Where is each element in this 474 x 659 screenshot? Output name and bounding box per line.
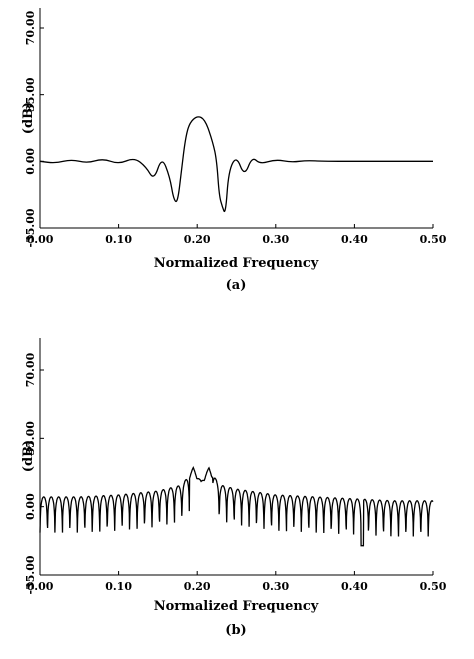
y-tick-label: 0.00 xyxy=(24,148,37,175)
y-tick-label: 35.00 xyxy=(24,421,37,456)
x-tick-label: 0.30 xyxy=(262,580,289,593)
panel-a-y-label: (dB) xyxy=(21,102,36,134)
x-tick-label: 0.10 xyxy=(105,233,132,246)
panel-b-y-ticks: -35.00 0.00 35.00 70.00 xyxy=(24,352,44,595)
panel-a-x-ticks: 0.00 0.10 0.20 0.30 0.40 0.50 xyxy=(27,224,447,246)
panel-b-x-label: Normalized Frequency xyxy=(154,599,319,614)
panel-a-series-line xyxy=(39,116,433,213)
x-tick-label: 0.50 xyxy=(420,580,447,593)
x-tick-label: 0.20 xyxy=(184,233,211,246)
panel-a-x-label: Normalized Frequency xyxy=(154,256,319,271)
x-tick-label: 0.10 xyxy=(105,580,132,593)
x-tick-label: 0.00 xyxy=(27,580,54,593)
x-tick-label: 0.20 xyxy=(184,580,211,593)
panel-a-y-ticks: -35.00 0.00 35.00 70.00 xyxy=(24,10,44,248)
panel-b-series-line xyxy=(39,466,434,547)
x-tick-label: 0.40 xyxy=(341,233,368,246)
y-tick-label: 0.00 xyxy=(24,493,37,520)
x-tick-label: 0.00 xyxy=(27,233,54,246)
y-tick-label: 70.00 xyxy=(24,10,37,45)
x-tick-label: 0.30 xyxy=(262,233,289,246)
y-tick-label: 35.00 xyxy=(24,77,37,112)
panel-b-x-ticks: 0.00 0.10 0.20 0.30 0.40 0.50 xyxy=(27,571,447,593)
panel-b-y-label: (dB) xyxy=(21,440,36,472)
y-tick-label: -35.00 xyxy=(24,208,37,247)
y-tick-label: 70.00 xyxy=(24,352,37,387)
panel-b-caption: (b) xyxy=(225,623,246,638)
panel-a-caption: (a) xyxy=(226,278,247,293)
x-tick-label: 0.50 xyxy=(420,233,447,246)
y-tick-label: -35.00 xyxy=(24,555,37,594)
x-tick-label: 0.40 xyxy=(341,580,368,593)
